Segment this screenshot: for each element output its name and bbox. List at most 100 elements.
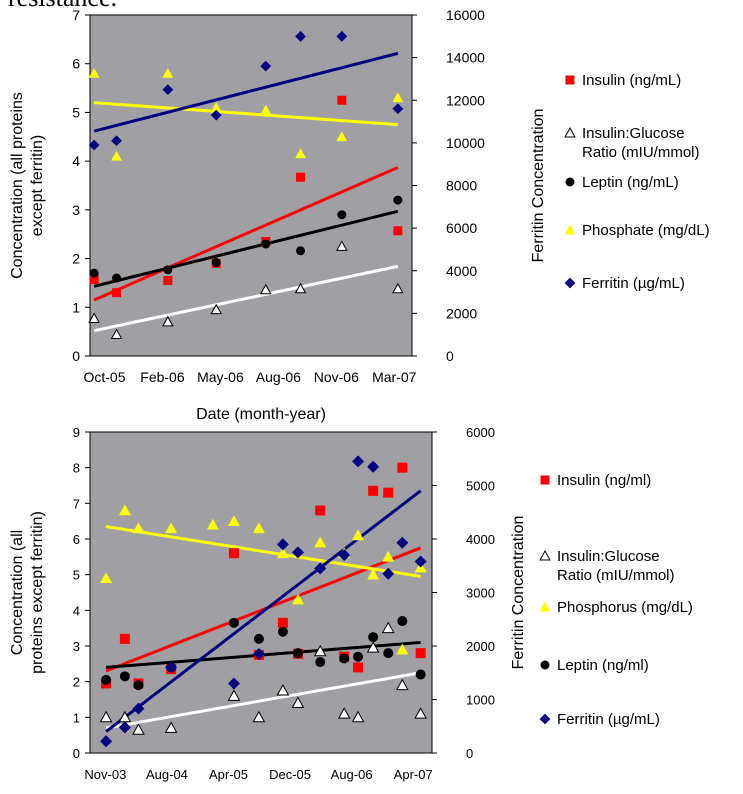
data-point bbox=[227, 677, 240, 690]
data-point bbox=[162, 315, 174, 327]
x-tick-label: Nov-03 bbox=[84, 767, 126, 782]
legend-label: Insulin (ng/mL) bbox=[582, 72, 681, 89]
x-tick-label: Aug-06 bbox=[256, 369, 301, 385]
data-point bbox=[353, 662, 364, 673]
data-point bbox=[277, 626, 288, 637]
data-point bbox=[210, 102, 222, 112]
data-point bbox=[381, 621, 395, 634]
legend-marker bbox=[565, 75, 575, 85]
data-point bbox=[395, 678, 409, 691]
y-tick-label: 2 bbox=[73, 675, 80, 690]
data-point bbox=[88, 312, 100, 323]
data-point bbox=[339, 653, 350, 664]
data-point bbox=[368, 632, 379, 643]
data-point bbox=[163, 275, 173, 285]
legend-label: Leptin (ng/mL) bbox=[582, 174, 679, 191]
data-point bbox=[132, 702, 145, 715]
legend-label: Ferritin (µg/mL) bbox=[582, 275, 685, 292]
data-point bbox=[338, 549, 351, 562]
data-point bbox=[276, 538, 289, 551]
trend-line bbox=[105, 525, 421, 578]
data-point bbox=[276, 684, 290, 696]
data-point bbox=[88, 139, 100, 151]
data-point bbox=[132, 522, 145, 534]
data-point bbox=[253, 633, 264, 644]
y-tick-label: 4 bbox=[73, 603, 80, 618]
y-tick-label: 5 bbox=[73, 568, 80, 583]
data-point bbox=[336, 30, 348, 42]
data-point bbox=[314, 562, 327, 575]
x-tick-label: Apr-07 bbox=[394, 767, 433, 782]
data-point bbox=[111, 135, 122, 147]
y2-tick-label: 5000 bbox=[466, 479, 495, 494]
trend-line bbox=[105, 489, 422, 733]
data-point bbox=[132, 723, 145, 735]
data-point bbox=[383, 487, 394, 498]
y2-tick-label: 4000 bbox=[466, 532, 495, 547]
y2-tick-label: 6000 bbox=[446, 220, 477, 236]
y-tick-label: 6 bbox=[72, 56, 80, 72]
x-tick-label: Aug-04 bbox=[146, 767, 188, 782]
data-point bbox=[397, 462, 408, 473]
data-point bbox=[111, 150, 122, 161]
y-tick-label: 3 bbox=[72, 202, 80, 218]
trend-line bbox=[94, 101, 398, 127]
data-point bbox=[261, 239, 271, 249]
data-point bbox=[382, 550, 395, 562]
x-tick-label: Dec-05 bbox=[269, 767, 311, 782]
y-tick-label: 3 bbox=[73, 639, 80, 654]
legend-label: Leptin (ng/ml) bbox=[557, 657, 649, 674]
data-point bbox=[368, 485, 379, 496]
legend-marker bbox=[539, 601, 551, 612]
data-point bbox=[294, 282, 307, 294]
data-point bbox=[228, 617, 239, 628]
x-tick-label: Nov-06 bbox=[314, 369, 359, 385]
y-axis-title: Concentration (all proteins except ferrit… bbox=[9, 92, 46, 279]
y2-tick-label: 6000 bbox=[466, 425, 495, 440]
legend-marker bbox=[540, 660, 550, 670]
y2-tick-label: 3000 bbox=[466, 586, 495, 601]
data-point bbox=[314, 536, 327, 548]
trend-line bbox=[93, 264, 399, 333]
y-tick-label: 4 bbox=[72, 153, 80, 169]
data-point bbox=[415, 669, 426, 680]
data-point bbox=[118, 504, 131, 516]
data-point bbox=[295, 30, 306, 42]
data-point bbox=[315, 657, 326, 668]
data-point bbox=[292, 648, 303, 659]
x-tick-label: Apr-05 bbox=[209, 767, 248, 782]
y2-tick-label: 14000 bbox=[446, 50, 485, 66]
data-point bbox=[291, 546, 304, 559]
x-tick-label: Oct-05 bbox=[83, 369, 125, 385]
data-point bbox=[397, 616, 408, 627]
x-tick-label: Mar-07 bbox=[372, 369, 417, 385]
data-point bbox=[112, 288, 122, 298]
data-point bbox=[337, 707, 351, 719]
legend-marker bbox=[540, 475, 550, 485]
trend-line bbox=[93, 209, 399, 288]
data-point bbox=[118, 721, 131, 734]
data-point bbox=[393, 195, 403, 205]
y2-tick-label: 1000 bbox=[466, 693, 495, 708]
data-point bbox=[313, 644, 327, 657]
legend-marker bbox=[539, 550, 551, 561]
y-axis-title: Concentration (all proteins except ferrit… bbox=[9, 511, 46, 674]
y-tick-label: 0 bbox=[72, 348, 80, 364]
data-point bbox=[227, 515, 240, 526]
data-point bbox=[89, 275, 99, 285]
data-point bbox=[415, 648, 426, 659]
data-point bbox=[99, 710, 113, 723]
data-point bbox=[252, 710, 266, 723]
data-point bbox=[133, 680, 144, 691]
data-point bbox=[393, 226, 403, 236]
legend-label: Insulin:Glucose Ratio (mIU/mmol) bbox=[557, 548, 675, 584]
data-point bbox=[206, 518, 219, 530]
data-point bbox=[165, 522, 178, 534]
y2-tick-label: 8000 bbox=[446, 178, 477, 194]
x-axis-title: Date (month-year) bbox=[196, 406, 326, 423]
y2-tick-label: 0 bbox=[466, 746, 473, 761]
data-point bbox=[100, 572, 113, 584]
data-point bbox=[119, 671, 130, 682]
data-point bbox=[259, 283, 272, 295]
data-point bbox=[396, 643, 409, 655]
